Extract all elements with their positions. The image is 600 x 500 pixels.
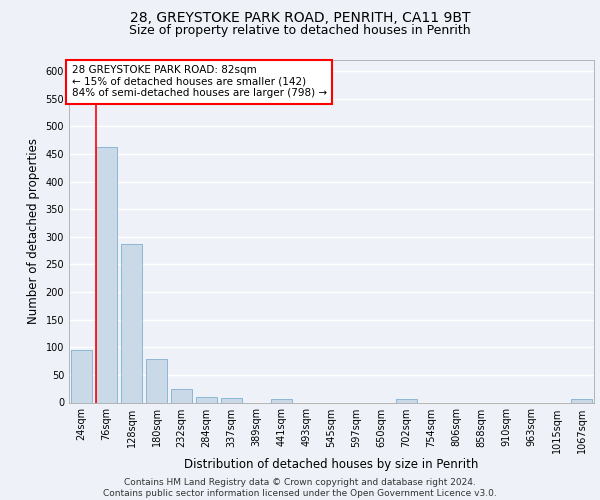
Text: Size of property relative to detached houses in Penrith: Size of property relative to detached ho… [129, 24, 471, 37]
Bar [196, 397, 217, 402]
Y-axis label: Number of detached properties: Number of detached properties [27, 138, 40, 324]
X-axis label: Distribution of detached houses by size in Penrith: Distribution of detached houses by size … [184, 458, 479, 471]
Bar [396, 398, 417, 402]
Bar [571, 399, 592, 402]
Bar [146, 360, 167, 403]
Bar [96, 148, 117, 402]
Text: Contains HM Land Registry data © Crown copyright and database right 2024.
Contai: Contains HM Land Registry data © Crown c… [103, 478, 497, 498]
Bar [271, 399, 292, 402]
Text: 28, GREYSTOKE PARK ROAD, PENRITH, CA11 9BT: 28, GREYSTOKE PARK ROAD, PENRITH, CA11 9… [130, 11, 470, 25]
Bar [71, 350, 92, 403]
Bar [121, 244, 142, 402]
Bar [171, 389, 192, 402]
Bar [221, 398, 242, 402]
Text: 28 GREYSTOKE PARK ROAD: 82sqm
← 15% of detached houses are smaller (142)
84% of : 28 GREYSTOKE PARK ROAD: 82sqm ← 15% of d… [71, 65, 327, 98]
